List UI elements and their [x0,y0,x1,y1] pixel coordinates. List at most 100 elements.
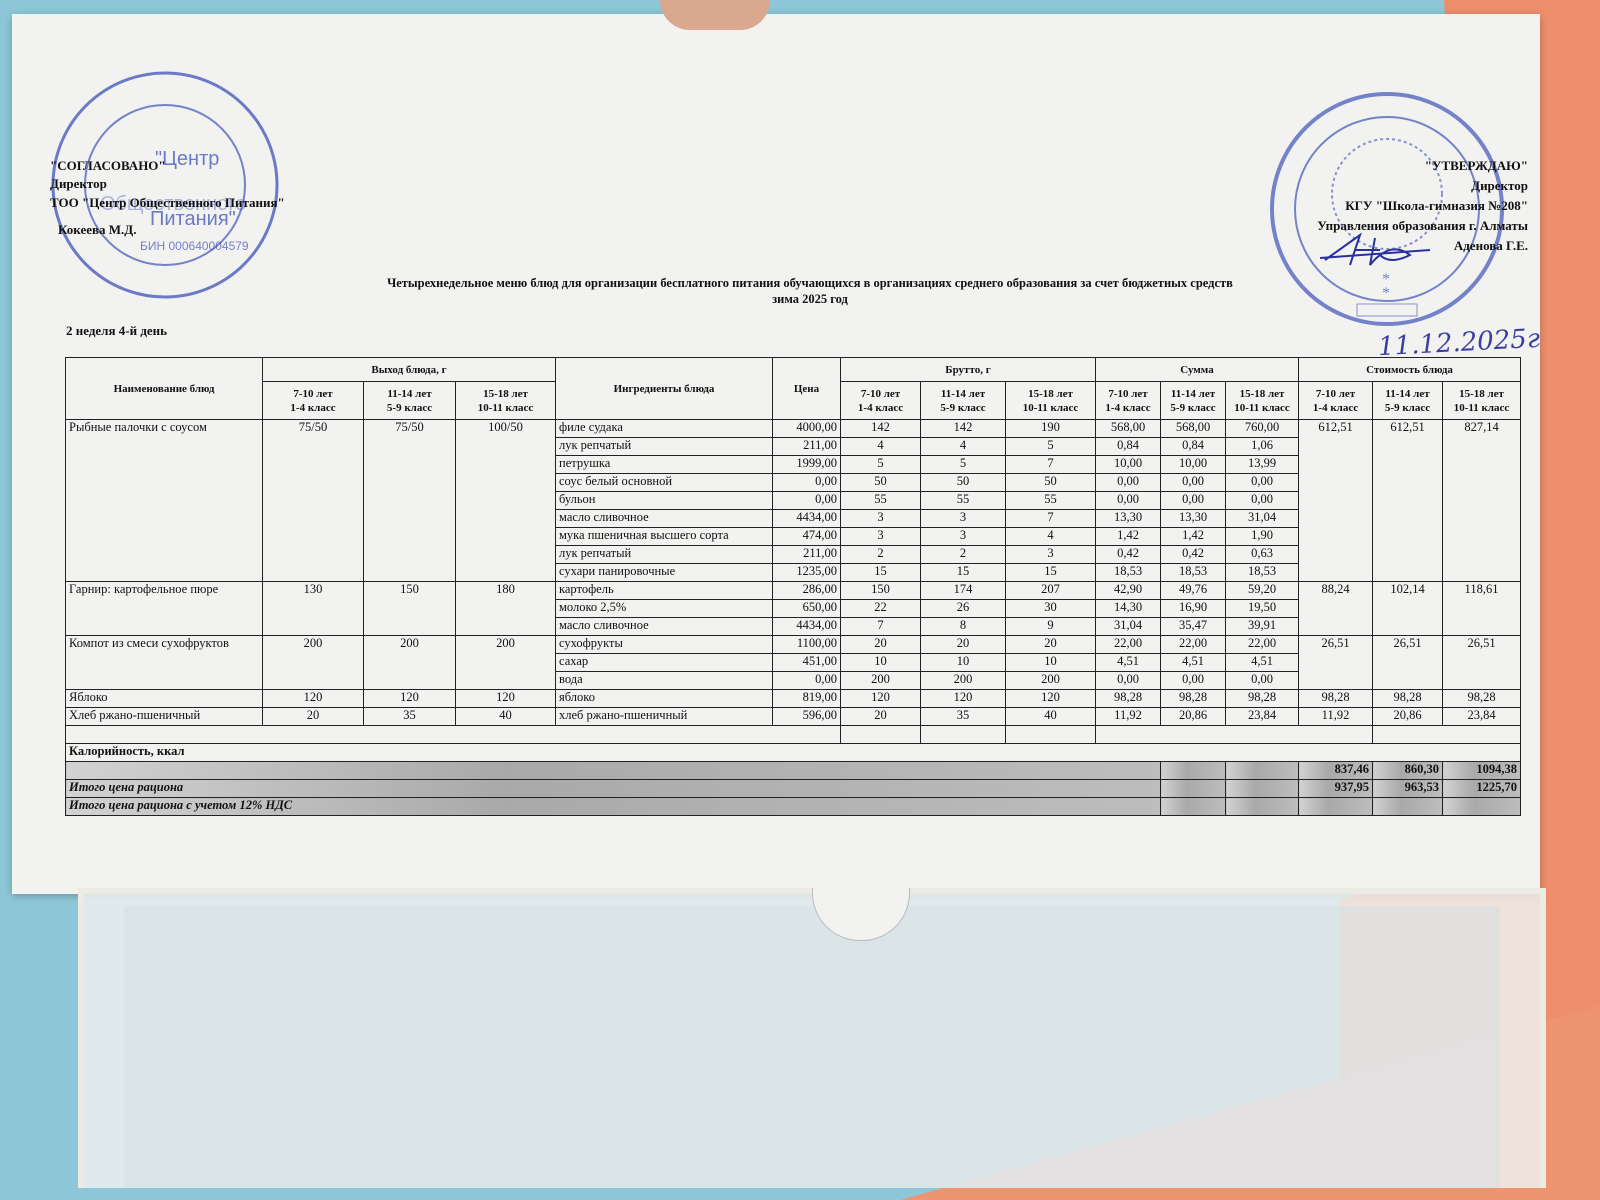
ingredient-sum: 0,00 [1160,473,1226,492]
ingredient-brutto: 15 [1005,563,1096,582]
empty-cell [1005,725,1096,744]
ingredient-sum: 16,90 [1160,599,1226,618]
dish-cost: 118,61 [1442,581,1521,636]
ingredient-price: 211,00 [772,437,841,456]
total-value: 1094,38 [1442,761,1521,780]
ingredient-brutto: 55 [920,491,1006,510]
header-age-group: 7-10 лет 1-4 класс [1298,381,1373,420]
ingredient-sum: 35,47 [1160,617,1226,636]
ingredient-brutto: 20 [840,635,921,654]
empty-cell [920,725,1006,744]
dish-cost: 26,51 [1298,635,1373,690]
table-row: соус белый основной 0,00 50 50 50 0,00 0,00 0,0… [66,473,1521,492]
header-age-group: 15-18 лет 10-11 класс [1442,381,1521,420]
ingredient-sum: 19,50 [1225,599,1299,618]
ingredient-sum: 31,04 [1225,509,1299,528]
ingredient-brutto: 20 [1005,635,1096,654]
ingredient-price: 4434,00 [772,509,841,528]
grade-label: 1-4 класс [1312,401,1359,414]
ingredient-sum: 22,00 [1225,635,1299,654]
total-label: Итого цена рациона [65,779,1161,798]
ingredient-price: 4000,00 [772,419,841,438]
ingredient-name: масло сливочное [555,617,773,636]
dish-name: Хлеб ржано-пшеничный [65,707,263,726]
header-age-group: 7-10 лет 1-4 класс [262,381,364,420]
total-value [1298,797,1373,816]
ingredient-brutto: 3 [920,527,1006,546]
total-value [1442,797,1521,816]
ingredient-brutto: 9 [1005,617,1096,636]
header-age-group: 11-14 лет 5-9 класс [920,381,1006,420]
ingredient-price: 0,00 [772,473,841,492]
age-label: 7-10 лет [293,387,333,400]
age-label: 15-18 лет [1239,387,1285,400]
ingredient-brutto: 7 [1005,455,1096,474]
ingredient-name: петрушка [555,455,773,474]
header-age-group: 11-14 лет 5-9 класс [1372,381,1443,420]
approved-right-position: Директор [1471,178,1528,193]
ingredient-brutto: 15 [840,563,921,582]
age-label: 15-18 лет [1028,387,1073,400]
age-label: 11-14 лет [940,387,986,400]
ingredient-brutto: 55 [1005,491,1096,510]
table-row: бульон 0,00 55 55 55 0,00 0,00 0,00 [66,491,1521,510]
ingredient-sum: 18,53 [1095,563,1161,582]
header-age-group: 15-18 лет 10-11 класс [455,381,556,420]
dish-cost: 102,14 [1372,581,1443,636]
total-value: 963,53 [1372,779,1443,798]
ingredient-sum: 1,42 [1095,527,1161,546]
total-label [65,761,1161,780]
dish-yield: 120 [363,689,456,708]
table-row: Хлеб ржано-пшеничный 20 35 40 хлеб ржано-пше… [65,707,1521,726]
ingredient-sum: 0,84 [1160,437,1226,456]
ingredient-price: 596,00 [772,707,841,726]
ingredient-name: бульон [555,491,773,510]
ingredient-sum: 20,86 [1160,707,1226,726]
total-value: 837,46 [1298,761,1373,780]
ingredient-brutto: 15 [920,563,1006,582]
ingredient-sum: 1,42 [1160,527,1226,546]
ingredient-sum: 0,00 [1095,473,1161,492]
dish-yield: 180 [455,581,556,636]
ingredient-brutto: 10 [920,653,1006,672]
table-row: масло сливочное 4434,00 3 3 7 13,30 13,30 31,04 [66,509,1521,528]
ingredient-price: 4434,00 [772,617,841,636]
ingredient-price: 211,00 [772,545,841,564]
dish-cost: 98,28 [1298,689,1373,708]
table-row: Гарнир: картофельное пюре 130 150 180 картоф… [65,581,1521,636]
ingredient-brutto: 40 [1005,707,1096,726]
age-label: 15-18 лет [1459,387,1504,400]
approved-right-name: Аденова Г.Е. [1453,238,1528,253]
ingredient-sum: 31,04 [1095,617,1161,636]
ingredient-sum: 59,20 [1225,581,1299,600]
header-age-group: 15-18 лет 10-11 класс [1005,381,1096,420]
age-label: 7-10 лет [1315,387,1356,400]
ingredient-sum: 0,00 [1095,491,1161,510]
document-title: Четырехнедельное меню блюд для организац… [387,276,1233,290]
dish-yield: 200 [455,635,556,690]
ingredient-brutto: 120 [840,689,921,708]
empty-cell [1225,779,1299,798]
ingredient-name: сухари панировочные [555,563,773,582]
pocket-window [124,906,1500,1188]
ingredient-sum: 0,42 [1095,545,1161,564]
ingredient-sum: 98,28 [1095,689,1161,708]
ingredient-brutto: 7 [1005,509,1096,528]
ingredient-price: 650,00 [772,599,841,618]
age-label: 7-10 лет [1108,387,1148,400]
ingredient-price: 1100,00 [772,635,841,654]
total-value: 937,95 [1298,779,1373,798]
ingredient-sum: 49,76 [1160,581,1226,600]
dish-cost: 612,51 [1372,419,1443,582]
total-value: 1225,70 [1442,779,1521,798]
ingredient-brutto: 22 [840,599,921,618]
ingredient-brutto: 7 [840,617,921,636]
table-row: сухари панировочные 1235,00 15 15 15 18,53 18,… [66,563,1521,582]
grade-label: 5-9 класс [1170,401,1216,414]
ingredient-brutto: 20 [920,635,1006,654]
ingredient-brutto: 4 [840,437,921,456]
dish-cost: 98,28 [1442,689,1521,708]
total-row: Итого цена рациона 937,95 963,53 1225,70 [65,779,1521,798]
ingredient-brutto: 3 [1005,545,1096,564]
age-label: 15-18 лет [483,387,528,400]
